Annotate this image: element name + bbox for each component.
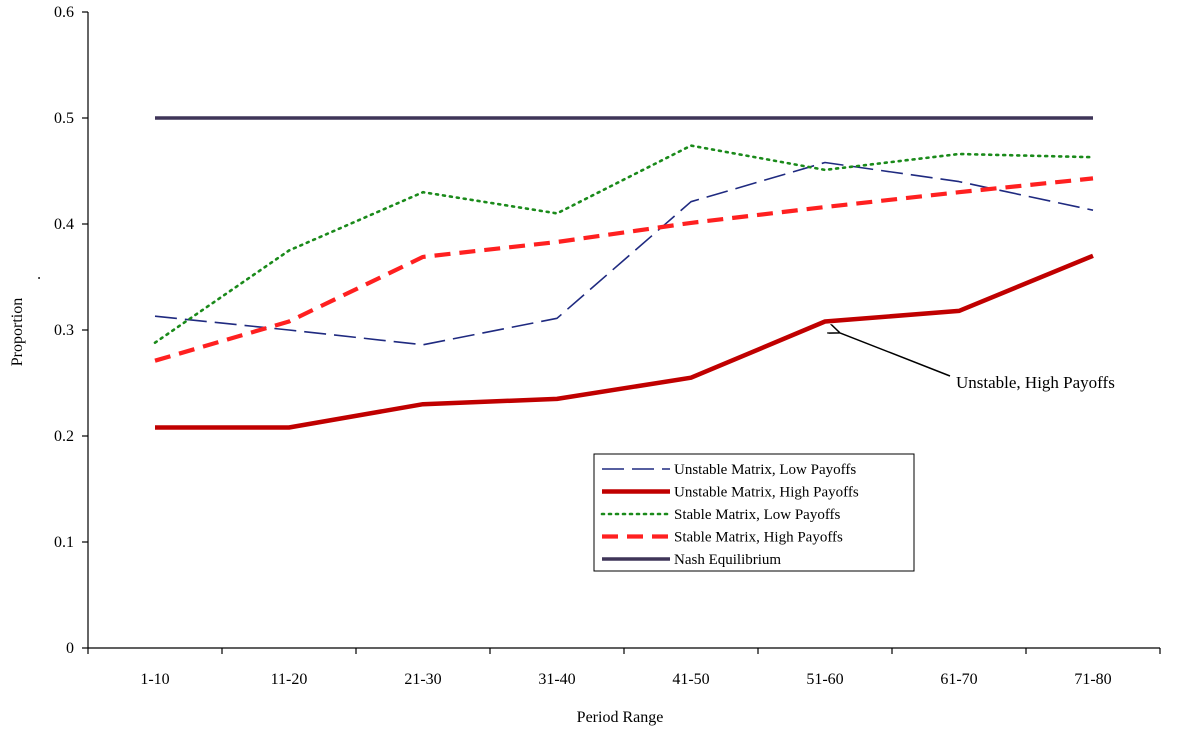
- x-tick-label: 71-80: [1074, 671, 1111, 688]
- y-tick-label: 0.1: [54, 534, 74, 551]
- y-axis-title: Proportion: [9, 298, 26, 366]
- x-tick-label: 1-10: [140, 671, 169, 688]
- series-line: [155, 163, 1093, 345]
- x-tick-label: 51-60: [806, 671, 843, 688]
- series-line: [155, 178, 1093, 360]
- legend-label: Stable Matrix, Low Payoffs: [674, 507, 841, 523]
- legend-label: Stable Matrix, High Payoffs: [674, 530, 843, 546]
- y-tick-label: 0.3: [54, 322, 74, 339]
- y-tick-label: 0: [66, 640, 74, 657]
- x-tick-label: 61-70: [940, 671, 977, 688]
- x-axis-title: Period Range: [577, 709, 664, 726]
- x-tick-label: 11-20: [271, 671, 308, 688]
- y-axis-title-suffix: .: [27, 276, 44, 280]
- annotations: Unstable, High Payoffs: [839, 333, 1115, 392]
- legend-label: Unstable Matrix, High Payoffs: [674, 485, 859, 501]
- annotation-label: Unstable, High Payoffs: [956, 373, 1115, 392]
- axes: 0 0.1 0.2 0.3 0.4 0.5 0.6 1-10 11-20 21-30 31-40 41…: [9, 4, 1160, 726]
- y-tick-label: 0.4: [54, 216, 74, 233]
- x-tick-label: 31-40: [538, 671, 575, 688]
- y-tick-label: 0.6: [54, 4, 74, 21]
- legend-label: Unstable Matrix, Low Payoffs: [674, 462, 856, 478]
- x-tick-label: 21-30: [404, 671, 441, 688]
- legend-label: Nash Equilibrium: [674, 552, 781, 568]
- legend: Unstable Matrix, Low Payoffs Unstable Mat…: [594, 454, 914, 571]
- series-line: [155, 256, 1093, 428]
- x-tick-label: 41-50: [672, 671, 709, 688]
- annotation-arrow: [839, 333, 950, 376]
- y-tick-label: 0.2: [54, 428, 74, 445]
- y-tick-label: 0.5: [54, 110, 74, 127]
- series-lines: [155, 118, 1093, 428]
